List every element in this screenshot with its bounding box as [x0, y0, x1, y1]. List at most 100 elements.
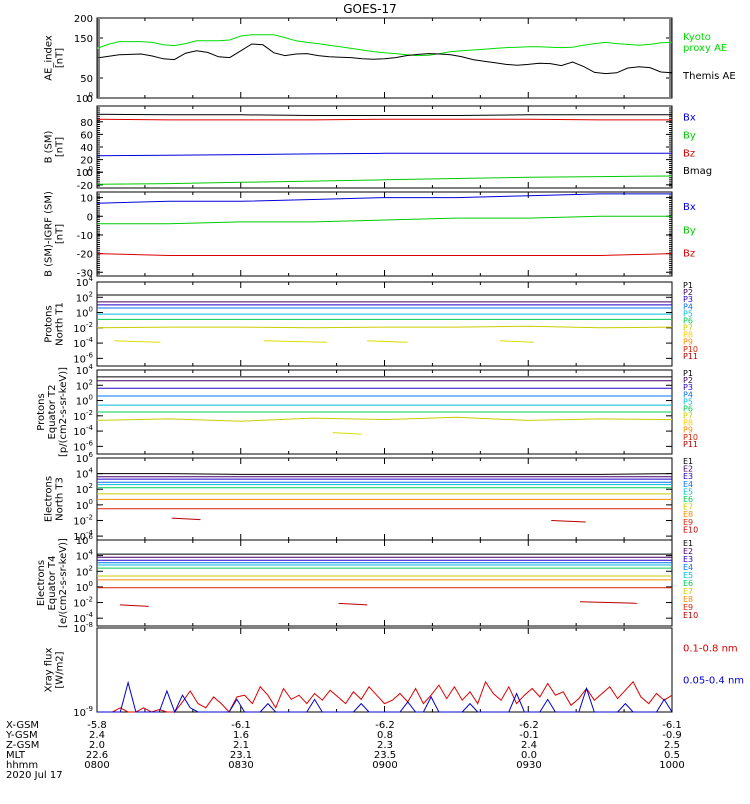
ephemeris-value: -6.2	[375, 720, 395, 731]
y-tick-label-exp: 2	[89, 564, 93, 572]
legend-entry: E5	[683, 571, 693, 580]
legend-entry: E1	[683, 539, 693, 548]
y-tick-label: 100	[76, 91, 93, 105]
legend-entry: Themis AE	[682, 71, 736, 82]
y-tick-label-exp: 4	[89, 549, 94, 557]
legend-entry: E8	[683, 595, 693, 604]
legend-entry: E7	[683, 503, 693, 512]
y-tick-label-base: 10	[73, 442, 86, 453]
ephemeris-value: 0800	[84, 760, 109, 771]
legend-entry: P11	[683, 440, 698, 449]
y-tick-label: 40	[80, 143, 93, 154]
ephemeris-value: 0.8	[377, 730, 393, 741]
series-line-by	[96, 175, 673, 185]
legend-entry: By	[683, 131, 696, 142]
y-tick-label-base: 10	[76, 501, 89, 512]
ephemeris-row-label: hhmm	[6, 760, 38, 771]
legend-entry: P5	[683, 309, 693, 318]
legend-entry: P6	[683, 316, 693, 325]
legend-entry: By	[683, 225, 696, 236]
y-tick-label: 104	[76, 549, 94, 563]
legend-entry: E5	[683, 487, 693, 496]
y-axis-label: B (SM)-IGRF (SM)	[44, 191, 55, 277]
series-line-kyoto-proxy-ae	[96, 34, 673, 57]
ephemeris-value: -6.2	[519, 720, 539, 731]
panel-frame	[96, 105, 673, 189]
y-axis-label: Equator T2	[47, 385, 58, 440]
legend-entry: P9	[683, 338, 693, 347]
legend-entry: P7	[683, 324, 693, 333]
data-fragment	[367, 340, 408, 343]
legend-entry: E6	[683, 579, 693, 588]
legend-entry: P6	[683, 404, 693, 413]
legend-entry: proxy AE	[683, 43, 727, 54]
y-tick-label-exp: 6	[89, 533, 94, 541]
y-axis-label: Equator T4	[47, 556, 58, 611]
legend-entry: E9	[683, 518, 693, 527]
legend-entry: P5	[683, 397, 693, 406]
legend-entry: E9	[683, 603, 693, 612]
ephemeris-value: -6.1	[231, 720, 251, 731]
y-axis-label: Protons	[44, 305, 55, 342]
y-tick-label-exp: -8	[86, 621, 93, 629]
y-axis-label: Electrons	[36, 560, 47, 606]
data-fragment	[551, 519, 586, 523]
legend-entry: E10	[683, 611, 698, 620]
series-line-p7	[96, 325, 673, 329]
y-tick-label: 10-8	[73, 621, 93, 635]
legend-entry: E4	[683, 480, 693, 489]
ephemeris-value: -0.1	[519, 730, 539, 741]
y-tick-label: 106	[76, 451, 94, 465]
y-tick-label: 10-2	[73, 596, 93, 610]
series-line-bz	[96, 253, 673, 256]
legend-entry: Bx	[683, 113, 696, 124]
y-tick-label: 150	[74, 34, 93, 45]
y-tick-label: 0	[87, 168, 93, 179]
legend-entry: 0.1-0.8 nm	[683, 643, 738, 654]
plot-title: GOES-17	[343, 2, 397, 16]
y-tick-label-base: 10	[76, 552, 89, 563]
legend-entry: E2	[683, 547, 693, 556]
y-tick-label-exp: -2	[86, 321, 93, 329]
y-tick-label-base: 10	[76, 470, 89, 481]
ephemeris-row-label: X-GSM	[6, 720, 39, 731]
y-axis-label: [nT]	[55, 137, 66, 157]
series-line-0-1-0-8-nm	[97, 680, 673, 713]
y-tick-label: 10-6	[73, 351, 93, 365]
y-tick-label-exp: -6	[86, 351, 94, 359]
y-axis-label: Electrons	[44, 476, 55, 522]
ephemeris-value: 0900	[372, 760, 397, 771]
ephemeris-value: 2.0	[89, 740, 105, 751]
legend-entry: P11	[683, 352, 698, 361]
series-line-0-05-0-4-nm	[97, 680, 673, 714]
y-tick-label: 10-4	[73, 336, 93, 350]
y-tick-label-base: 10	[76, 309, 89, 320]
y-tick-label: 0	[87, 212, 93, 223]
y-tick-label-base: 10	[76, 454, 89, 465]
y-tick-label-base: 10	[76, 583, 89, 594]
y-tick-label: 102	[76, 482, 93, 496]
y-tick-label-exp: 2	[89, 290, 93, 298]
ephemeris-value: 0.0	[521, 750, 537, 761]
y-tick-label: 102	[76, 290, 93, 304]
y-tick-label: 100	[76, 306, 93, 320]
ephemeris-value: 0.5	[664, 750, 680, 761]
y-tick-label: 10-2	[73, 513, 93, 527]
legend-entry: P2	[683, 288, 693, 297]
legend-entry: P3	[683, 383, 693, 392]
y-tick-label-base: 10	[73, 599, 86, 610]
y-axis-label: [nT]	[55, 224, 66, 244]
ephemeris-value: 2.4	[521, 740, 537, 751]
y-tick-label: 20	[80, 156, 93, 167]
legend-entry: Bx	[683, 202, 696, 213]
y-axis-label: B (SM)	[44, 130, 55, 163]
ephemeris-value: 0830	[228, 760, 253, 771]
ephemeris-row-label: Y-GSM	[5, 730, 38, 741]
y-tick-label-exp: -6	[86, 439, 94, 447]
ephemeris-value: -0.9	[662, 730, 682, 741]
data-fragment	[499, 340, 535, 343]
y-tick-label: 106	[76, 533, 94, 547]
